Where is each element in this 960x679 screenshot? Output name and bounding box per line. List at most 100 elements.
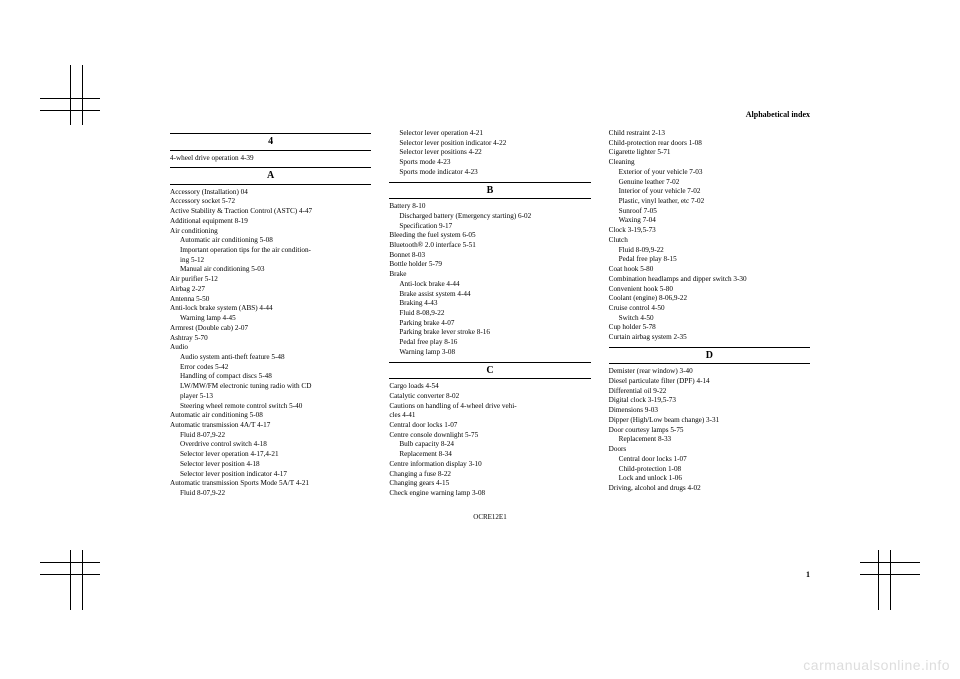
index-entry: Sunroof 7-05: [609, 207, 810, 217]
index-entry: Automatic transmission 4A/T 4-17: [170, 421, 371, 431]
index-entry: Bonnet 8-03: [389, 251, 590, 261]
crop-mark: [878, 550, 879, 610]
index-entry: Catalytic converter 8-02: [389, 392, 590, 402]
index-entry: Anti-lock brake system (ABS) 4-44: [170, 304, 371, 314]
index-entry: Replacement 8-33: [609, 435, 810, 445]
index-entry: LW/MW/FM electronic tuning radio with CD: [170, 382, 371, 392]
column-1: 4 4-wheel drive operation 4-39 A Accesso…: [170, 129, 371, 499]
index-entry: Anti-lock brake 4-44: [389, 280, 590, 290]
content-area: Alphabetical index 4 4-wheel drive opera…: [170, 110, 810, 521]
index-entry: Parking brake 4-07: [389, 319, 590, 329]
index-entry: Child restraint 2-13: [609, 129, 810, 139]
index-entry: Sports mode 4-23: [389, 158, 590, 168]
index-columns: 4 4-wheel drive operation 4-39 A Accesso…: [170, 129, 810, 499]
index-entry: Centre information display 3-10: [389, 460, 590, 470]
index-entry: Plastic, vinyl leather, etc 7-02: [609, 197, 810, 207]
crop-mark: [890, 550, 891, 610]
index-entry: Warning lamp 4-45: [170, 314, 371, 324]
index-entry: Check engine warning lamp 3-08: [389, 489, 590, 499]
index-entry: Dipper (High/Low beam change) 3-31: [609, 416, 810, 426]
index-entry: Pedal free play 8-15: [609, 255, 810, 265]
index-entry: Centre console downlight 5-75: [389, 431, 590, 441]
index-entry: Interior of your vehicle 7-02: [609, 187, 810, 197]
index-entry: Selector lever operation 4-17,4-21: [170, 450, 371, 460]
index-entry: Cigarette lighter 5-71: [609, 148, 810, 158]
page-header: Alphabetical index: [170, 110, 810, 119]
index-entry: Manual air conditioning 5-03: [170, 265, 371, 275]
index-entry: Lock and unlock 1-06: [609, 474, 810, 484]
page: Alphabetical index 4 4-wheel drive opera…: [0, 0, 960, 679]
index-entry: Selector lever position indicator 4-22: [389, 139, 590, 149]
index-entry: Brake assist system 4-44: [389, 290, 590, 300]
index-entry: Automatic air conditioning 5-08: [170, 236, 371, 246]
index-entry: Bottle holder 5-79: [389, 260, 590, 270]
index-entry: Central door locks 1-07: [609, 455, 810, 465]
index-entry: Fluid 8-09,9-22: [609, 246, 810, 256]
index-entry: Active Stability & Traction Control (AST…: [170, 207, 371, 217]
index-entry: Genuine leather 7-02: [609, 178, 810, 188]
index-entry: Demister (rear window) 3-40: [609, 367, 810, 377]
index-entry: Clock 3-19,5-73: [609, 226, 810, 236]
index-entry: Steering wheel remote control switch 5-4…: [170, 402, 371, 412]
index-entry: Selector lever positions 4-22: [389, 148, 590, 158]
index-entry: 4-wheel drive operation 4-39: [170, 154, 371, 164]
index-entry: Error codes 5-42: [170, 363, 371, 373]
index-entry: Diesel particulate filter (DPF) 4-14: [609, 377, 810, 387]
index-entry: Cargo loads 4-54: [389, 382, 590, 392]
index-entry: Differential oil 9-22: [609, 387, 810, 397]
index-entry: cles 4-41: [389, 411, 590, 421]
index-entry: Bluetooth® 2.0 interface 5-51: [389, 241, 590, 251]
index-entry: Braking 4-43: [389, 299, 590, 309]
index-entry: Audio system anti-theft feature 5-48: [170, 353, 371, 363]
index-entry: Ashtray 5-70: [170, 334, 371, 344]
index-entry: Changing gears 4-15: [389, 479, 590, 489]
index-entry: Important operation tips for the air con…: [170, 246, 371, 256]
column-2: Selector lever operation 4-21Selector le…: [389, 129, 590, 499]
index-entry: Digital clock 3-19,5-73: [609, 396, 810, 406]
index-entry: ing 5-12: [170, 256, 371, 266]
crop-mark: [70, 65, 71, 125]
index-entry: Bulb capacity 8-24: [389, 440, 590, 450]
section-head-a: A: [170, 167, 371, 185]
index-entry: Selector lever operation 4-21: [389, 129, 590, 139]
index-entry: Overdrive control switch 4-18: [170, 440, 371, 450]
index-entry: Brake: [389, 270, 590, 280]
index-entry: Dimensions 9-03: [609, 406, 810, 416]
index-entry: Waxing 7-04: [609, 216, 810, 226]
index-entry: Convenient hook 5-80: [609, 285, 810, 295]
index-entry: Doors: [609, 445, 810, 455]
index-entry: Combination headlamps and dipper switch …: [609, 275, 810, 285]
index-entry: Cautions on handling of 4-wheel drive ve…: [389, 402, 590, 412]
index-entry: Selector lever position 4-18: [170, 460, 371, 470]
crop-mark: [82, 550, 83, 610]
section-head-4: 4: [170, 133, 371, 151]
index-entry: Changing a fuse 8-22: [389, 470, 590, 480]
column-3: Child restraint 2-13Child-protection rea…: [609, 129, 810, 499]
index-entry: Selector lever position indicator 4-17: [170, 470, 371, 480]
section-head-c: C: [389, 362, 590, 380]
index-entry: Coolant (engine) 8-06,9-22: [609, 294, 810, 304]
index-entry: Clutch: [609, 236, 810, 246]
index-entry: Battery 8-10: [389, 202, 590, 212]
index-entry: Bleeding the fuel system 6-05: [389, 231, 590, 241]
index-entry: Additional equipment 8-19: [170, 217, 371, 227]
index-entry: Sports mode indicator 4-23: [389, 168, 590, 178]
section-head-d: D: [609, 347, 810, 365]
index-entry: Switch 4-50: [609, 314, 810, 324]
index-entry: Central door locks 1-07: [389, 421, 590, 431]
index-entry: Air purifier 5-12: [170, 275, 371, 285]
index-entry: Door courtesy lamps 5-75: [609, 426, 810, 436]
crop-mark: [82, 65, 83, 125]
index-entry: player 5-13: [170, 392, 371, 402]
section-head-b: B: [389, 182, 590, 200]
index-entry: Driving, alcohol and drugs 4-02: [609, 484, 810, 494]
index-entry: Child-protection rear doors 1-08: [609, 139, 810, 149]
index-entry: Fluid 8-07,9-22: [170, 431, 371, 441]
index-entry: Cleaning: [609, 158, 810, 168]
index-entry: Discharged battery (Emergency starting) …: [389, 212, 590, 222]
page-number: 1: [806, 570, 810, 579]
footer-code: OCRE12E1: [170, 513, 810, 521]
index-entry: Coat hook 5-80: [609, 265, 810, 275]
index-entry: Specification 9-17: [389, 222, 590, 232]
index-entry: Fluid 8-07,9-22: [170, 489, 371, 499]
